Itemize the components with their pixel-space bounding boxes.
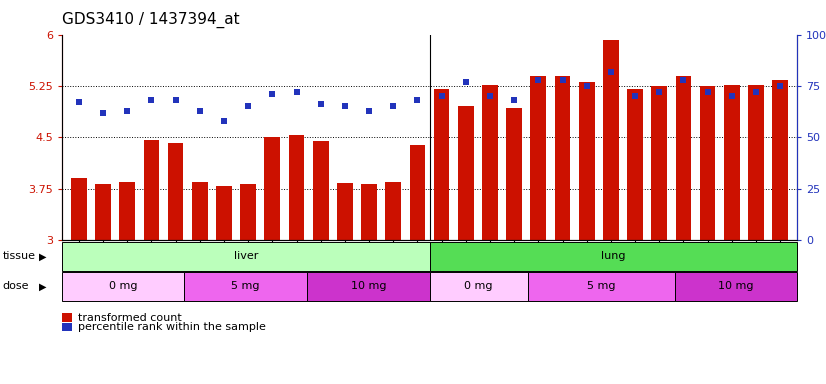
Bar xyxy=(184,272,307,301)
Point xyxy=(435,93,449,99)
Bar xyxy=(361,184,377,240)
Bar xyxy=(675,272,797,301)
Bar xyxy=(386,182,401,240)
Text: percentile rank within the sample: percentile rank within the sample xyxy=(78,322,266,332)
Bar xyxy=(410,145,425,240)
Text: tissue: tissue xyxy=(2,251,36,262)
Point xyxy=(774,83,787,89)
Bar xyxy=(724,84,739,240)
Point xyxy=(339,103,352,109)
Point xyxy=(363,108,376,114)
Bar xyxy=(192,182,207,240)
Point xyxy=(193,108,206,114)
Point xyxy=(580,83,593,89)
Bar xyxy=(307,272,430,301)
Bar xyxy=(313,141,329,240)
Bar xyxy=(555,76,571,240)
Bar xyxy=(264,137,280,240)
Bar xyxy=(528,272,675,301)
Bar xyxy=(748,84,764,240)
Point xyxy=(725,93,738,99)
Point xyxy=(387,103,400,109)
Text: dose: dose xyxy=(2,281,29,291)
Point xyxy=(145,97,158,103)
Point xyxy=(121,108,134,114)
Point xyxy=(314,101,327,108)
Point xyxy=(266,91,279,97)
Bar xyxy=(458,106,473,240)
Bar xyxy=(240,184,256,240)
Bar xyxy=(530,76,546,240)
Point xyxy=(701,89,714,95)
Text: 5 mg: 5 mg xyxy=(231,281,260,291)
Point xyxy=(483,93,496,99)
Point xyxy=(507,97,520,103)
Point xyxy=(532,77,545,83)
Point xyxy=(676,77,690,83)
Text: 10 mg: 10 mg xyxy=(350,281,386,291)
Point xyxy=(72,99,85,106)
Point xyxy=(749,89,762,95)
Point xyxy=(241,103,254,109)
Text: 0 mg: 0 mg xyxy=(464,281,493,291)
Point xyxy=(169,97,183,103)
Bar xyxy=(482,84,498,240)
Bar xyxy=(603,40,619,240)
Bar xyxy=(288,134,304,240)
Text: transformed count: transformed count xyxy=(78,313,183,323)
Text: ▶: ▶ xyxy=(39,251,46,262)
Bar xyxy=(506,108,522,240)
Point xyxy=(629,93,642,99)
Bar xyxy=(62,272,184,301)
Bar xyxy=(120,182,135,240)
Bar xyxy=(430,272,528,301)
Bar xyxy=(71,178,87,240)
Bar xyxy=(144,140,159,240)
Point xyxy=(556,77,569,83)
Point xyxy=(411,97,424,103)
Text: lung: lung xyxy=(601,251,625,262)
Point xyxy=(97,109,110,116)
Bar xyxy=(430,242,797,271)
Text: 0 mg: 0 mg xyxy=(109,281,137,291)
Point xyxy=(217,118,230,124)
Text: 10 mg: 10 mg xyxy=(718,281,753,291)
Bar xyxy=(62,242,430,271)
Point xyxy=(605,68,618,74)
Bar xyxy=(216,186,232,240)
Point xyxy=(653,89,666,95)
Text: ▶: ▶ xyxy=(39,281,46,291)
Point xyxy=(459,79,472,85)
Bar xyxy=(337,183,353,240)
Bar xyxy=(168,143,183,240)
Text: GDS3410 / 1437394_at: GDS3410 / 1437394_at xyxy=(62,12,240,28)
Bar xyxy=(772,80,788,240)
Bar xyxy=(652,86,667,240)
Text: liver: liver xyxy=(234,251,258,262)
Point xyxy=(290,89,303,95)
Bar xyxy=(627,89,643,240)
Bar xyxy=(700,86,715,240)
Bar xyxy=(579,83,595,240)
Bar xyxy=(434,89,449,240)
Bar xyxy=(95,184,111,240)
Text: 5 mg: 5 mg xyxy=(586,281,615,291)
Bar xyxy=(676,76,691,240)
